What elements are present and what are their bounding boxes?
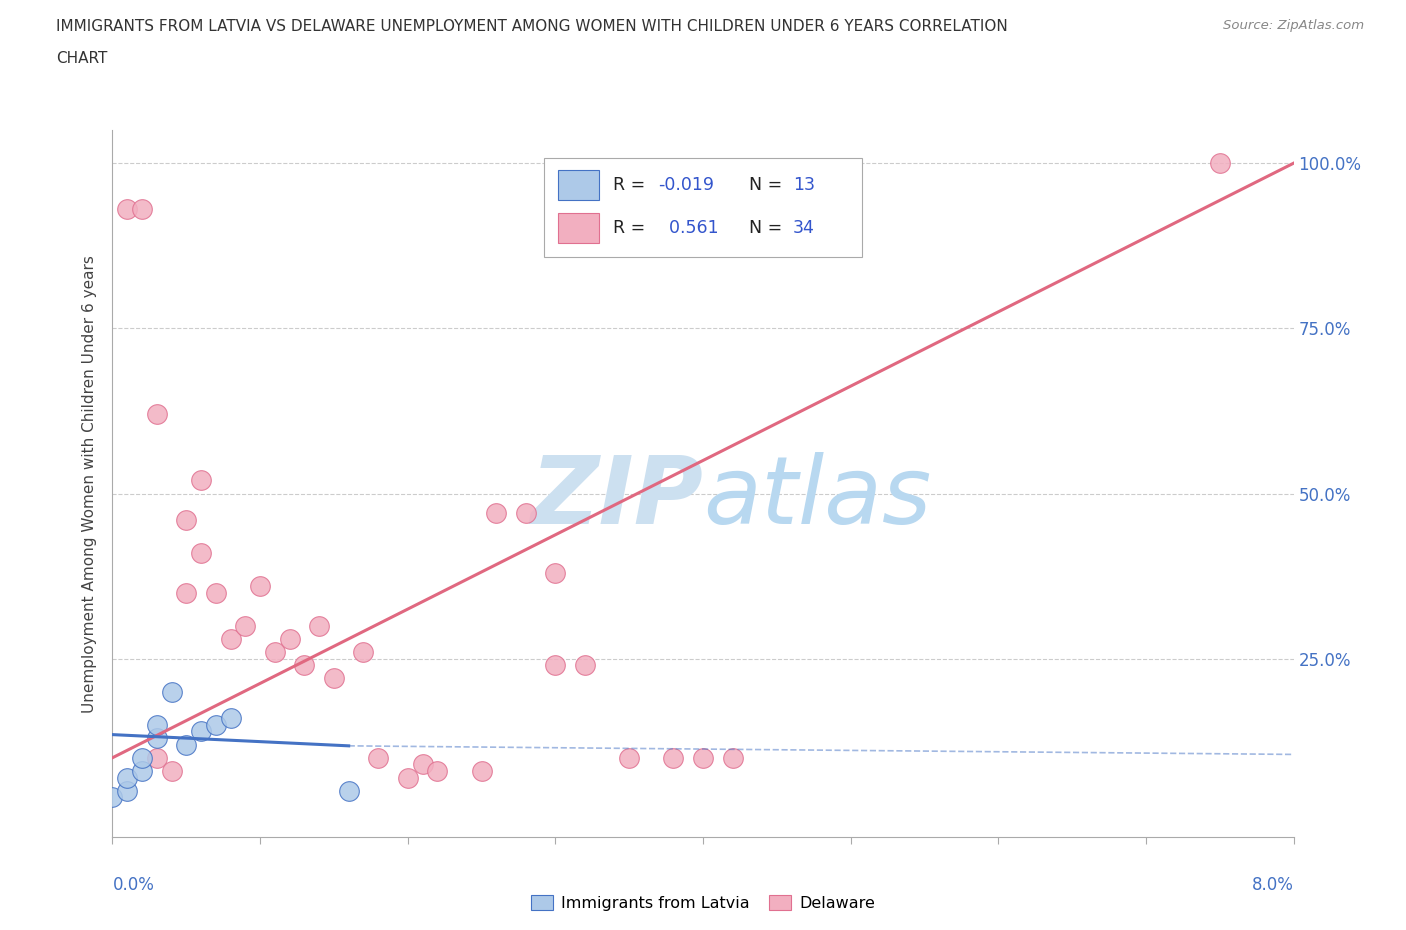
Text: 0.0%: 0.0% (112, 876, 155, 894)
Text: N =: N = (749, 177, 787, 194)
Bar (558, 213, 599, 243)
Point (308, 618, 330, 633)
Point (117, 783, 138, 798)
Point (426, 764, 449, 778)
Point (146, 751, 169, 765)
Point (146, 717, 169, 732)
Point (146, 406, 169, 421)
Point (249, 578, 271, 593)
Point (131, 202, 153, 217)
Point (367, 751, 389, 765)
Legend: Immigrants from Latvia, Delaware: Immigrants from Latvia, Delaware (524, 888, 882, 917)
Point (544, 565, 567, 580)
Point (574, 658, 596, 672)
Point (190, 724, 212, 738)
Bar (544, 158, 862, 258)
Point (662, 751, 685, 765)
Text: 8.0%: 8.0% (1251, 876, 1294, 894)
Point (619, 751, 641, 765)
Point (219, 631, 242, 646)
Point (544, 658, 567, 672)
Point (205, 585, 228, 600)
Text: atlas: atlas (703, 452, 931, 543)
Point (1208, 156, 1232, 171)
Point (292, 658, 315, 672)
Point (174, 737, 197, 752)
Text: -0.019: -0.019 (658, 177, 714, 194)
Text: CHART: CHART (56, 51, 108, 66)
Point (233, 618, 256, 633)
Point (692, 751, 714, 765)
Point (323, 671, 346, 686)
Bar (558, 170, 599, 200)
Point (352, 644, 374, 659)
Text: R =: R = (613, 177, 651, 194)
Point (117, 202, 138, 217)
Point (396, 770, 419, 785)
Point (278, 631, 301, 646)
Point (721, 751, 744, 765)
Point (205, 717, 228, 732)
Point (131, 764, 153, 778)
Text: 34: 34 (793, 219, 814, 237)
Point (190, 472, 212, 487)
Point (174, 512, 197, 527)
Point (146, 730, 169, 745)
Point (131, 751, 153, 765)
Point (101, 790, 124, 804)
Point (337, 783, 360, 798)
Text: ZIP: ZIP (530, 452, 703, 544)
Y-axis label: Unemployment Among Women with Children Under 6 years: Unemployment Among Women with Children U… (82, 255, 97, 712)
Point (412, 757, 434, 772)
Text: IMMIGRANTS FROM LATVIA VS DELAWARE UNEMPLOYMENT AMONG WOMEN WITH CHILDREN UNDER : IMMIGRANTS FROM LATVIA VS DELAWARE UNEMP… (56, 19, 1008, 33)
Text: N =: N = (749, 219, 787, 237)
Point (219, 711, 242, 725)
Point (515, 506, 537, 521)
Text: R =: R = (613, 219, 651, 237)
Point (174, 585, 197, 600)
Point (160, 764, 183, 778)
Text: Source: ZipAtlas.com: Source: ZipAtlas.com (1223, 19, 1364, 32)
Point (264, 644, 287, 659)
Point (117, 770, 138, 785)
Point (485, 506, 508, 521)
Point (190, 546, 212, 561)
Point (471, 764, 494, 778)
Text: 13: 13 (793, 177, 814, 194)
Point (160, 684, 183, 699)
Text: 0.561: 0.561 (658, 219, 718, 237)
